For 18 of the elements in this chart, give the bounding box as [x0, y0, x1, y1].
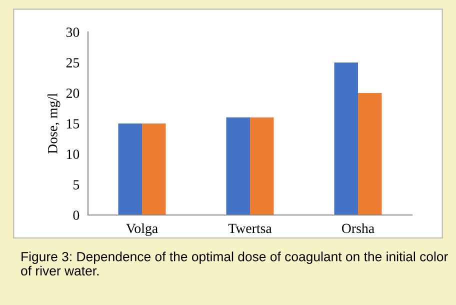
y-tick-label: 25	[66, 58, 80, 68]
y-tick-label: 30	[66, 28, 80, 37]
y-tick-label: 20	[66, 88, 80, 98]
x-tick-label: Twertsa	[228, 224, 272, 234]
bar	[358, 93, 382, 215]
x-tick-label: Volga	[126, 223, 158, 236]
y-tick-label: 0	[73, 210, 80, 220]
bar	[118, 124, 142, 215]
x-tick-label: Orsha	[342, 223, 374, 234]
bar	[334, 62, 358, 215]
bar	[250, 117, 274, 215]
y-axis-title: Dose, mg/l	[48, 93, 60, 154]
y-tick-label: 5	[74, 180, 80, 190]
bar	[226, 117, 250, 215]
caption: Figure 3: Dependence of the optimal dose of coagulant on the initial color of river water.	[21, 252, 448, 276]
bar	[142, 124, 166, 215]
y-tick-label: 15	[67, 119, 80, 128]
y-tick-label: 10	[67, 150, 80, 159]
